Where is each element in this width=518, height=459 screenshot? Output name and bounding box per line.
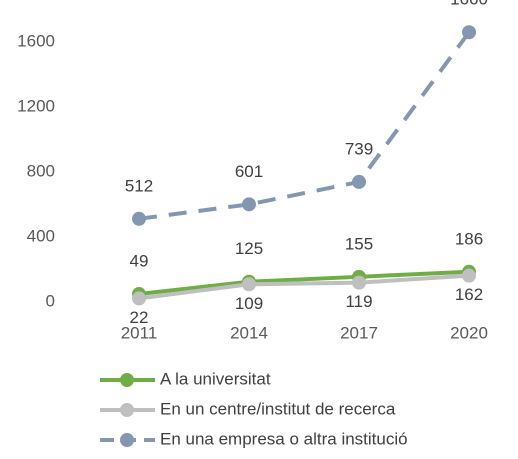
point bbox=[132, 291, 146, 306]
y-tick-label: 400 bbox=[27, 226, 55, 245]
y-tick-label: 1600 bbox=[17, 31, 55, 50]
data-label: 1660 bbox=[450, 0, 488, 9]
data-label: 512 bbox=[125, 176, 153, 195]
series-line bbox=[138, 31, 471, 221]
point bbox=[242, 197, 256, 212]
data-label: 125 bbox=[235, 239, 263, 258]
x-tick-label: 2011 bbox=[121, 323, 158, 342]
data-label: 186 bbox=[455, 229, 483, 248]
data-label: 22 bbox=[130, 308, 149, 327]
data-label: 601 bbox=[235, 162, 263, 181]
point bbox=[462, 25, 476, 40]
data-label: 739 bbox=[345, 139, 373, 158]
point bbox=[352, 174, 366, 189]
series-line bbox=[138, 269, 470, 297]
legend-marker bbox=[120, 373, 134, 387]
data-label: 155 bbox=[345, 234, 373, 253]
point bbox=[462, 268, 476, 283]
data-label: 109 bbox=[235, 294, 263, 313]
legend-label: A la universitat bbox=[160, 369, 271, 388]
y-tick-label: 800 bbox=[27, 161, 55, 180]
legend-label: En un centre/institut de recerca bbox=[160, 399, 396, 418]
point bbox=[242, 277, 256, 292]
legend-label: En una empresa o altra institució bbox=[160, 429, 408, 448]
legend-marker bbox=[120, 433, 134, 447]
data-label: 49 bbox=[130, 252, 149, 271]
x-tick-label: 2020 bbox=[450, 323, 488, 342]
point bbox=[352, 275, 366, 290]
point bbox=[132, 211, 146, 226]
data-label: 119 bbox=[345, 292, 372, 311]
series-line bbox=[138, 273, 470, 301]
legend-marker bbox=[120, 403, 134, 417]
y-tick-label: 0 bbox=[46, 291, 55, 310]
data-label: 162 bbox=[455, 285, 483, 304]
x-tick-label: 2017 bbox=[340, 323, 378, 342]
y-tick-label: 1200 bbox=[17, 96, 55, 115]
x-tick-label: 2014 bbox=[230, 323, 268, 342]
